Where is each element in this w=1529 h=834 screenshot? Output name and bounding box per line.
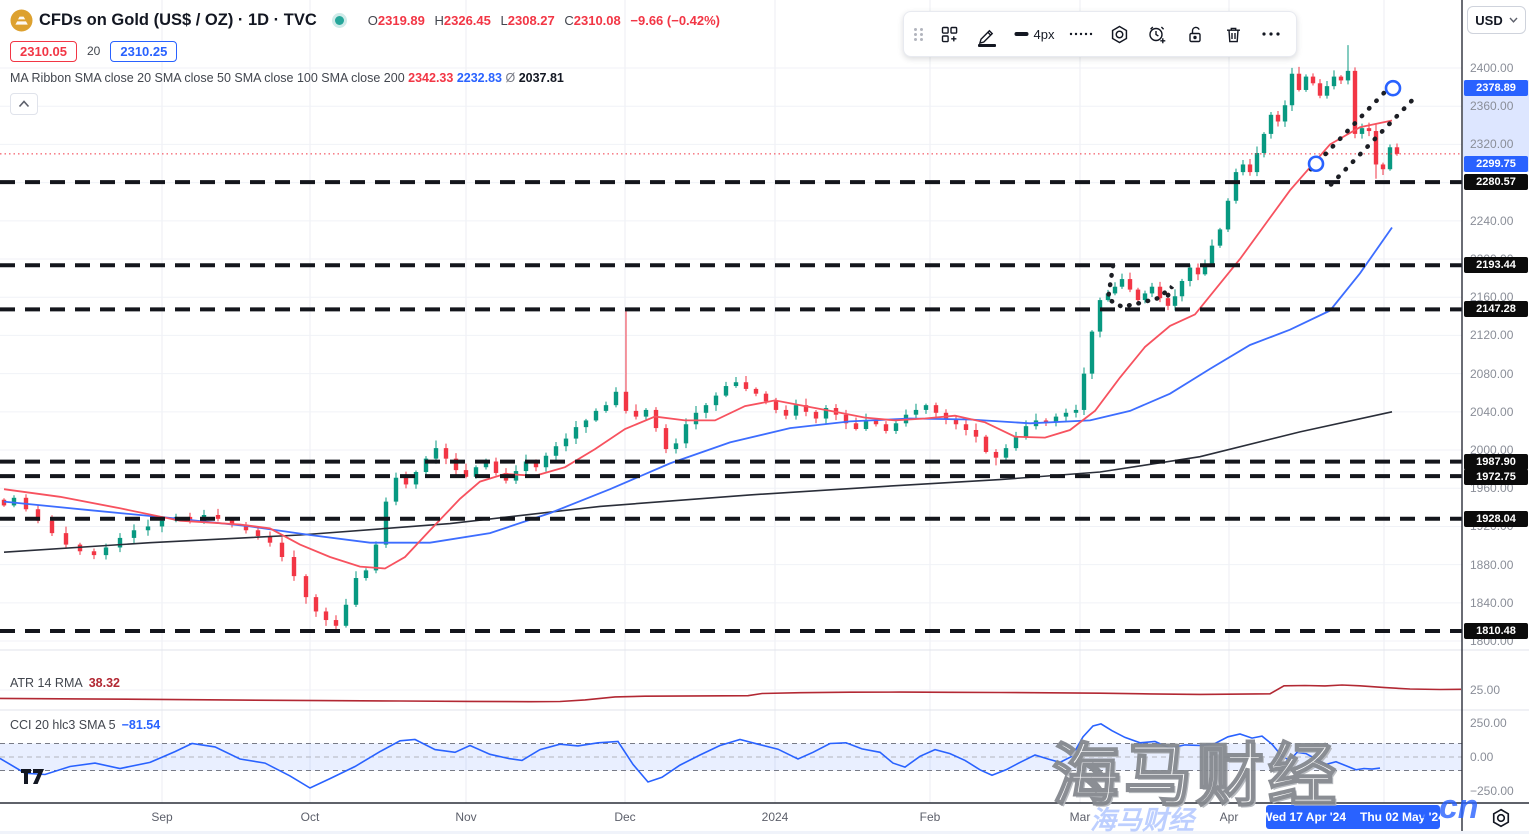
tradingview-logo-icon[interactable] bbox=[20, 768, 48, 786]
price-tick: 2320.00 bbox=[1470, 137, 1514, 151]
market-status-icon[interactable] bbox=[334, 15, 344, 25]
price-badge[interactable]: 2378.89 bbox=[1464, 80, 1528, 96]
price-tick: 1840.00 bbox=[1470, 596, 1514, 610]
line-width-label: 4px bbox=[1033, 26, 1055, 42]
atr-legend[interactable]: ATR 14 RMA 38.32 bbox=[10, 676, 120, 690]
toolbar-drag-handle-icon[interactable] bbox=[912, 27, 926, 41]
price-tick: 1880.00 bbox=[1470, 558, 1514, 572]
unlock-icon bbox=[1189, 26, 1201, 43]
high-value: 2326.45 bbox=[443, 12, 491, 28]
change-value: −9.66 (−0.42%) bbox=[630, 12, 721, 28]
chevron-up-icon bbox=[18, 100, 30, 108]
price-tick: 2160.00 bbox=[1470, 290, 1514, 304]
settings-button[interactable] bbox=[1102, 17, 1136, 51]
pencil-color-swatch bbox=[978, 44, 996, 47]
collapse-legend-button[interactable] bbox=[10, 93, 38, 115]
alarm-add-icon bbox=[1149, 26, 1166, 44]
ellipsis-icon bbox=[1262, 32, 1280, 36]
range-end: Thu 02 May '24 bbox=[1360, 810, 1445, 824]
price-badge[interactable]: 2299.75 bbox=[1464, 156, 1528, 172]
hidden-series-icon: Ø bbox=[505, 71, 516, 85]
bid-button[interactable]: 2310.05 bbox=[10, 40, 77, 62]
price-badge[interactable]: 1972.75 bbox=[1464, 469, 1528, 485]
atr-tick: 25.00 bbox=[1470, 683, 1501, 697]
date-range-badge: Wed 17 Apr '24 Thu 02 May '24 bbox=[1261, 805, 1445, 829]
chevron-down-icon bbox=[1509, 17, 1518, 23]
currency-code: USD bbox=[1475, 12, 1503, 28]
pencil-icon bbox=[978, 29, 994, 44]
gear-icon bbox=[1111, 25, 1127, 43]
drawing-toolbar: 4px bbox=[903, 11, 1297, 57]
price-tick: 2120.00 bbox=[1470, 328, 1514, 342]
dotted-line-icon bbox=[1069, 32, 1093, 36]
watermark-faint: 海马财经 bbox=[1090, 805, 1195, 834]
bottom-strip bbox=[0, 831, 1529, 834]
ohlc-values: O2319.89 H2326.45 L2308.27 C2310.08 −9.6… bbox=[367, 12, 721, 28]
cci-value: −81.54 bbox=[121, 718, 161, 732]
line-width-icon bbox=[1014, 32, 1029, 36]
time-tick: Sep bbox=[151, 810, 173, 824]
line-width-button[interactable]: 4px bbox=[1008, 17, 1060, 51]
gold-symbol-icon bbox=[10, 9, 33, 31]
line-style-button[interactable] bbox=[1064, 17, 1098, 51]
open-value: 2319.89 bbox=[377, 12, 425, 28]
price-tick: 2400.00 bbox=[1470, 61, 1514, 75]
time-tick: Apr bbox=[1219, 810, 1239, 824]
ask-button[interactable]: 2310.25 bbox=[110, 40, 178, 62]
time-tick: Oct bbox=[300, 810, 320, 824]
spread-value: 20 bbox=[87, 44, 101, 58]
time-tick: Dec bbox=[614, 810, 636, 824]
cci-tick: −250.00 bbox=[1470, 784, 1514, 798]
cci-tick: 250.00 bbox=[1470, 716, 1507, 730]
price-tick: 2240.00 bbox=[1470, 214, 1514, 228]
delete-button[interactable] bbox=[1216, 17, 1250, 51]
cci-tick: 0.00 bbox=[1470, 750, 1494, 764]
atr-value: 38.32 bbox=[88, 676, 120, 690]
time-tick: Mar bbox=[1069, 810, 1091, 824]
price-tick: 2080.00 bbox=[1470, 367, 1514, 381]
sma50-value: 2232.83 bbox=[456, 71, 502, 85]
price-badge[interactable]: 1810.48 bbox=[1464, 623, 1528, 639]
price-tick: 2040.00 bbox=[1470, 405, 1514, 419]
price-tick: 2360.00 bbox=[1470, 99, 1514, 113]
price-badge[interactable]: 2193.44 bbox=[1464, 257, 1528, 273]
watermark-suffix: . cn bbox=[1420, 788, 1479, 826]
low-value: 2308.27 bbox=[507, 12, 555, 28]
legend: CFDs on Gold (US$ / OZ) · 1D · TVC O2319… bbox=[10, 8, 726, 115]
watermark: 海马财经 bbox=[1051, 737, 1341, 815]
sma20-value: 2342.33 bbox=[408, 71, 454, 85]
template-button[interactable] bbox=[932, 17, 966, 51]
cci-legend[interactable]: CCI 20 hlc3 SMA 5 −81.54 bbox=[10, 718, 161, 732]
price-badge[interactable]: 1928.04 bbox=[1464, 511, 1528, 527]
time-tick: Nov bbox=[455, 810, 477, 824]
time-tick: 2024 bbox=[761, 810, 789, 824]
scale-settings-gear-icon[interactable] bbox=[1490, 807, 1512, 829]
price-badge[interactable]: 1987.90 bbox=[1464, 454, 1528, 470]
close-value: 2310.08 bbox=[573, 12, 621, 28]
symbol-title[interactable]: CFDs on Gold (US$ / OZ) · 1D · TVC bbox=[39, 10, 317, 29]
currency-select[interactable]: USD bbox=[1467, 6, 1526, 34]
sma200-value: 2037.81 bbox=[518, 71, 564, 85]
trash-icon bbox=[1226, 27, 1240, 42]
alert-button[interactable] bbox=[1140, 17, 1174, 51]
more-button[interactable] bbox=[1254, 17, 1288, 51]
price-badge[interactable]: 2147.28 bbox=[1464, 301, 1528, 317]
range-start: Wed 17 Apr '24 bbox=[1261, 810, 1346, 824]
draw-color-button[interactable] bbox=[970, 17, 1004, 51]
time-tick: Feb bbox=[919, 810, 941, 824]
layout-add-icon bbox=[941, 26, 957, 42]
price-badge[interactable]: 2280.57 bbox=[1464, 174, 1528, 190]
price-tick: 2000.00 bbox=[1470, 443, 1514, 457]
lock-button[interactable] bbox=[1178, 17, 1212, 51]
ma-ribbon-legend[interactable]: MA Ribbon SMA close 20 SMA close 50 SMA … bbox=[10, 71, 564, 85]
